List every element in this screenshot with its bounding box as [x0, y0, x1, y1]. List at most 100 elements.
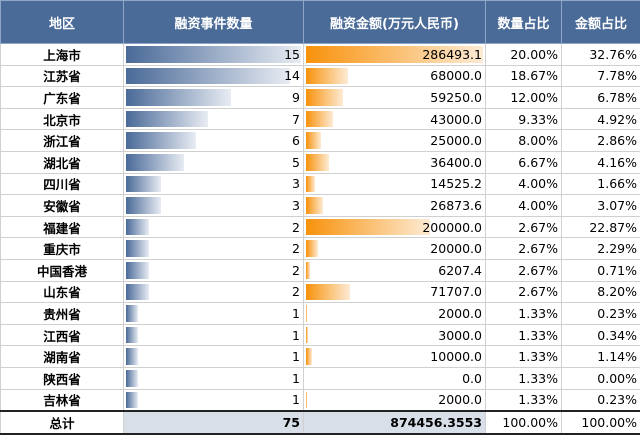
region-cell[interactable]: 江苏省: [1, 65, 124, 87]
total-amount-pct[interactable]: 100.00%: [562, 411, 640, 434]
count-cell[interactable]: 1: [124, 346, 304, 368]
region-cell[interactable]: 陕西省: [1, 367, 124, 389]
count-cell[interactable]: 15: [124, 44, 304, 66]
count-data-bar: [126, 46, 301, 63]
amount-cell[interactable]: 43000.0: [304, 108, 486, 130]
count-cell[interactable]: 6: [124, 130, 304, 152]
amount-cell[interactable]: 71707.0: [304, 281, 486, 303]
count-pct-cell[interactable]: 1.33%: [486, 324, 562, 346]
count-pct-cell[interactable]: 2.67%: [486, 216, 562, 238]
count-value: 1: [292, 306, 300, 321]
count-pct-cell[interactable]: 2.67%: [486, 238, 562, 260]
count-cell[interactable]: 2: [124, 281, 304, 303]
region-cell[interactable]: 贵州省: [1, 303, 124, 325]
region-cell[interactable]: 北京市: [1, 108, 124, 130]
region-cell[interactable]: 湖北省: [1, 151, 124, 173]
region-cell[interactable]: 中国香港: [1, 259, 124, 281]
region-cell[interactable]: 四川省: [1, 173, 124, 195]
count-pct-cell[interactable]: 2.67%: [486, 259, 562, 281]
count-pct-cell[interactable]: 4.00%: [486, 173, 562, 195]
header-count-pct[interactable]: 数量占比: [486, 1, 562, 44]
amount-pct-cell[interactable]: 2.29%: [562, 238, 640, 260]
amount-pct-cell[interactable]: 4.92%: [562, 108, 640, 130]
count-pct-cell[interactable]: 8.00%: [486, 130, 562, 152]
amount-pct-cell[interactable]: 22.87%: [562, 216, 640, 238]
header-amount-pct[interactable]: 金额占比: [562, 1, 640, 44]
total-count-pct[interactable]: 100.00%: [486, 411, 562, 434]
amount-pct-cell[interactable]: 0.34%: [562, 324, 640, 346]
header-region[interactable]: 地区: [1, 1, 124, 44]
count-pct-cell[interactable]: 1.33%: [486, 346, 562, 368]
region-cell[interactable]: 江西省: [1, 324, 124, 346]
count-cell[interactable]: 2: [124, 216, 304, 238]
amount-cell[interactable]: 200000.0: [304, 216, 486, 238]
amount-pct-cell[interactable]: 8.20%: [562, 281, 640, 303]
amount-pct-cell[interactable]: 7.78%: [562, 65, 640, 87]
amount-cell[interactable]: 2000.0: [304, 389, 486, 411]
count-cell[interactable]: 7: [124, 108, 304, 130]
amount-cell[interactable]: 68000.0: [304, 65, 486, 87]
count-cell[interactable]: 1: [124, 367, 304, 389]
count-cell[interactable]: 2: [124, 259, 304, 281]
region-cell[interactable]: 安徽省: [1, 195, 124, 217]
count-cell[interactable]: 3: [124, 173, 304, 195]
table-row: 中国香港 2 6207.4 2.67% 0.71%: [1, 259, 640, 281]
count-cell[interactable]: 3: [124, 195, 304, 217]
amount-pct-cell[interactable]: 0.23%: [562, 389, 640, 411]
amount-cell[interactable]: 10000.0: [304, 346, 486, 368]
count-cell[interactable]: 5: [124, 151, 304, 173]
amount-cell[interactable]: 20000.0: [304, 238, 486, 260]
amount-pct-cell[interactable]: 32.76%: [562, 44, 640, 66]
count-cell[interactable]: 9: [124, 87, 304, 109]
amount-pct-cell[interactable]: 2.86%: [562, 130, 640, 152]
amount-cell[interactable]: 26873.6: [304, 195, 486, 217]
table-row: 广东省 9 59250.0 12.00% 6.78%: [1, 87, 640, 109]
total-count[interactable]: 75: [124, 411, 304, 434]
header-amount[interactable]: 融资金额(万元人民币): [304, 1, 486, 44]
region-cell[interactable]: 重庆市: [1, 238, 124, 260]
count-data-bar: [126, 262, 149, 279]
amount-cell[interactable]: 36400.0: [304, 151, 486, 173]
amount-cell[interactable]: 286493.1: [304, 44, 486, 66]
count-pct-cell[interactable]: 1.33%: [486, 303, 562, 325]
amount-pct-cell[interactable]: 0.23%: [562, 303, 640, 325]
region-cell[interactable]: 湖南省: [1, 346, 124, 368]
amount-cell[interactable]: 2000.0: [304, 303, 486, 325]
region-cell[interactable]: 上海市: [1, 44, 124, 66]
amount-pct-cell[interactable]: 1.14%: [562, 346, 640, 368]
amount-cell[interactable]: 25000.0: [304, 130, 486, 152]
count-pct-cell[interactable]: 6.67%: [486, 151, 562, 173]
count-pct-cell[interactable]: 1.33%: [486, 389, 562, 411]
count-pct-cell[interactable]: 18.67%: [486, 65, 562, 87]
amount-pct-cell[interactable]: 3.07%: [562, 195, 640, 217]
amount-pct-cell[interactable]: 1.66%: [562, 173, 640, 195]
amount-pct-cell[interactable]: 0.71%: [562, 259, 640, 281]
count-cell[interactable]: 1: [124, 303, 304, 325]
count-pct-cell[interactable]: 4.00%: [486, 195, 562, 217]
amount-pct-cell[interactable]: 0.00%: [562, 367, 640, 389]
count-pct-cell[interactable]: 9.33%: [486, 108, 562, 130]
amount-cell[interactable]: 3000.0: [304, 324, 486, 346]
amount-pct-cell[interactable]: 4.16%: [562, 151, 640, 173]
count-cell[interactable]: 14: [124, 65, 304, 87]
total-label[interactable]: 总计: [1, 411, 124, 434]
amount-cell[interactable]: 6207.4: [304, 259, 486, 281]
amount-cell[interactable]: 0.0: [304, 367, 486, 389]
count-cell[interactable]: 1: [124, 389, 304, 411]
count-pct-cell[interactable]: 20.00%: [486, 44, 562, 66]
count-cell[interactable]: 1: [124, 324, 304, 346]
count-pct-cell[interactable]: 12.00%: [486, 87, 562, 109]
region-cell[interactable]: 福建省: [1, 216, 124, 238]
amount-cell[interactable]: 14525.2: [304, 173, 486, 195]
count-pct-cell[interactable]: 1.33%: [486, 367, 562, 389]
amount-pct-cell[interactable]: 6.78%: [562, 87, 640, 109]
count-cell[interactable]: 2: [124, 238, 304, 260]
region-cell[interactable]: 广东省: [1, 87, 124, 109]
region-cell[interactable]: 浙江省: [1, 130, 124, 152]
amount-cell[interactable]: 59250.0: [304, 87, 486, 109]
header-count[interactable]: 融资事件数量: [124, 1, 304, 44]
region-cell[interactable]: 山东省: [1, 281, 124, 303]
region-cell[interactable]: 吉林省: [1, 389, 124, 411]
count-pct-cell[interactable]: 2.67%: [486, 281, 562, 303]
total-amount[interactable]: 874456.3553: [304, 411, 486, 434]
